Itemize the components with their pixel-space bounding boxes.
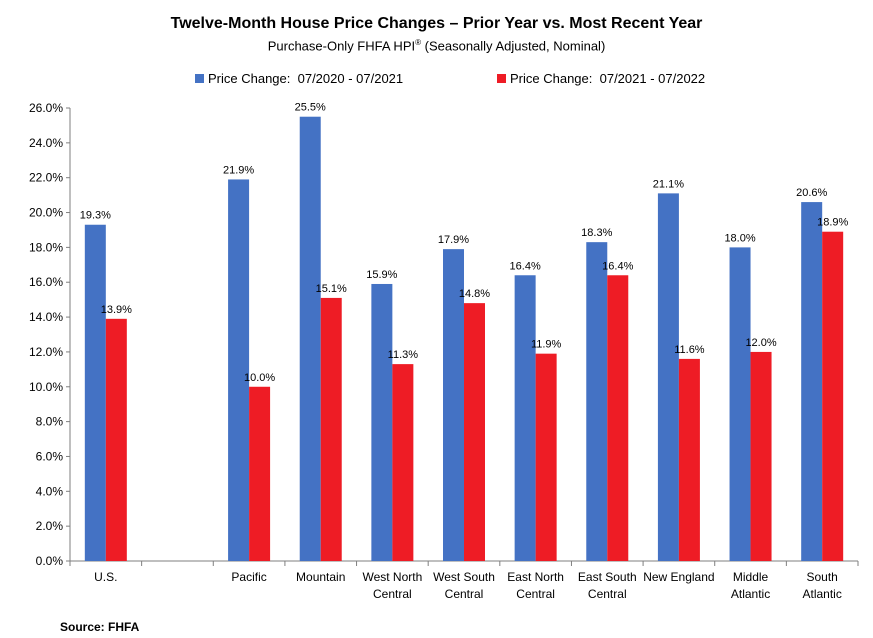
- data-label: 10.0%: [244, 372, 275, 384]
- legend-label-series2: Price Change: 07/2021 - 07/2022: [510, 71, 706, 86]
- data-label: 11.6%: [674, 344, 705, 356]
- data-label: 14.8%: [459, 288, 490, 300]
- data-label: 13.9%: [101, 304, 132, 316]
- y-tick-label: 2.0%: [36, 519, 64, 533]
- legend-label-series1: Price Change: 07/2020 - 07/2021: [208, 71, 404, 86]
- data-label: 15.9%: [366, 269, 397, 281]
- y-tick-label: 12.0%: [29, 345, 63, 359]
- bar-2: [535, 353, 557, 561]
- legend-swatch-series1: [195, 74, 204, 83]
- bar-1: [443, 249, 464, 561]
- x-category-label: West South: [433, 570, 495, 584]
- data-label: 18.9%: [817, 217, 848, 229]
- x-category-label: East North: [507, 570, 564, 584]
- x-category-label: U.S.: [94, 570, 117, 584]
- chart-title: Twelve-Month House Price Changes – Prior…: [170, 15, 703, 32]
- bar-2: [750, 351, 772, 561]
- data-label: 21.9%: [223, 164, 254, 176]
- bar-2: [105, 318, 127, 561]
- y-tick-label: 22.0%: [29, 171, 63, 185]
- data-label: 19.3%: [80, 210, 111, 222]
- bar-2: [678, 358, 700, 561]
- x-category-label: East South: [578, 570, 637, 584]
- y-tick-label: 20.0%: [29, 206, 63, 220]
- data-label: 16.4%: [510, 260, 541, 272]
- x-category-label: Mountain: [296, 570, 345, 584]
- bar-1: [299, 116, 321, 561]
- x-category-label: Atlantic: [803, 587, 842, 601]
- y-tick-label: 14.0%: [29, 310, 63, 324]
- y-tick-label: 16.0%: [29, 275, 63, 289]
- data-label: 21.1%: [653, 178, 684, 190]
- x-category-label: Middle: [733, 570, 769, 584]
- data-label: 16.4%: [602, 260, 633, 272]
- y-tick-label: 24.0%: [29, 136, 63, 150]
- x-category-label: Central: [516, 587, 555, 601]
- data-label: 17.9%: [438, 234, 469, 246]
- y-tick-label: 6.0%: [36, 449, 64, 463]
- x-category-label: Central: [445, 587, 484, 601]
- legend-swatch-series2: [497, 74, 506, 83]
- chart-subtitle: Purchase-Only FHFA HPI® (Seasonally Adju…: [0, 38, 873, 53]
- data-label: 15.1%: [316, 283, 347, 295]
- bar-2: [392, 364, 414, 561]
- x-category-label: Pacific: [231, 570, 266, 584]
- source-note: Source: FHFA: [60, 620, 140, 634]
- bar-1: [514, 275, 536, 561]
- bar-1: [228, 179, 250, 561]
- y-tick-label: 26.0%: [29, 101, 63, 115]
- bar-1: [657, 193, 679, 561]
- bar-2: [607, 275, 629, 561]
- data-label: 11.9%: [531, 339, 562, 351]
- y-tick-label: 10.0%: [29, 380, 63, 394]
- legend-item-series2: Price Change: 07/2021 - 07/2022: [497, 71, 705, 86]
- data-label: 20.6%: [796, 187, 827, 199]
- registered-mark: ®: [415, 38, 422, 47]
- x-category-label: New England: [643, 570, 714, 584]
- data-label: 18.0%: [724, 232, 755, 244]
- bar-2: [464, 303, 485, 561]
- data-label: 25.5%: [295, 102, 326, 114]
- y-tick-label: 18.0%: [29, 240, 63, 254]
- y-tick-label: 0.0%: [36, 554, 64, 568]
- x-category-label: Central: [373, 587, 412, 601]
- bar-1: [371, 283, 393, 561]
- x-category-label: South: [807, 570, 838, 584]
- bar-2: [249, 386, 271, 561]
- bar-2: [822, 231, 844, 561]
- bar-1: [729, 247, 751, 561]
- bar-2: [320, 297, 342, 561]
- subtitle-tail: (Seasonally Adjusted, Nominal): [421, 38, 606, 54]
- data-label: 12.0%: [745, 337, 776, 349]
- data-label: 11.3%: [388, 349, 419, 361]
- y-tick-label: 4.0%: [36, 484, 64, 498]
- x-category-label: Atlantic: [731, 587, 770, 601]
- x-category-label: Central: [588, 587, 627, 601]
- bar-1: [801, 202, 823, 562]
- y-tick-label: 8.0%: [36, 415, 64, 429]
- x-category-label: West North: [362, 570, 422, 584]
- bar-1: [84, 224, 106, 561]
- legend-item-series1: Price Change: 07/2020 - 07/2021: [195, 71, 403, 86]
- bar-1: [586, 242, 608, 561]
- data-label: 18.3%: [581, 227, 612, 239]
- subtitle-main: Purchase-Only FHFA HPI: [267, 38, 416, 54]
